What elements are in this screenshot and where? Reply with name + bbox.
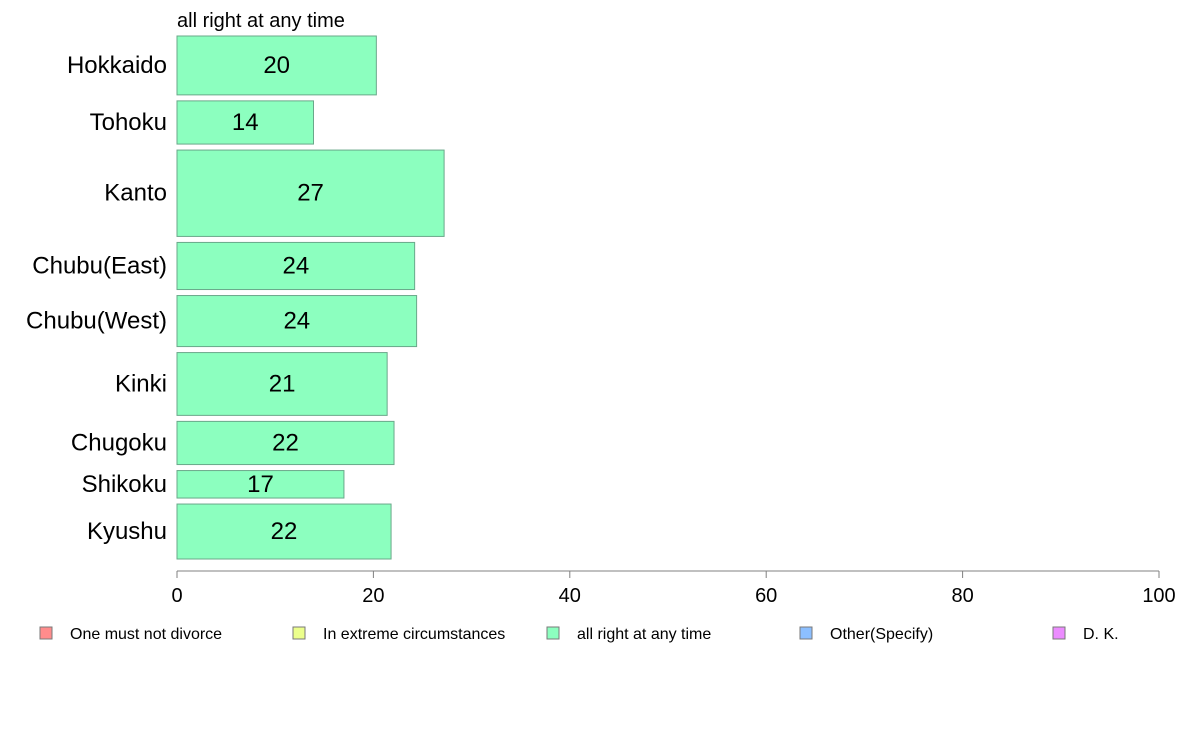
legend-label: D. K. (1083, 626, 1119, 643)
bar-kinki (176, 352, 388, 416)
category-label: Tohoku (90, 109, 167, 136)
value-label: 27 (297, 180, 324, 207)
category-label: Shikoku (82, 471, 167, 498)
bar-kanto (176, 149, 445, 237)
legend-label: Other(Specify) (830, 626, 933, 643)
category-label: Kinki (115, 370, 167, 397)
legend-label: One must not divorce (70, 626, 222, 643)
value-label: 20 (263, 52, 290, 79)
x-tick-label: 100 (1142, 585, 1175, 607)
value-label: 24 (282, 252, 309, 279)
bar-kyushu (176, 503, 392, 560)
category-label: Hokkaido (67, 52, 167, 79)
category-label: Chubu(West) (26, 308, 167, 335)
legend-swatch (546, 626, 560, 640)
bar-hokkaido (176, 35, 377, 96)
value-label: 22 (272, 429, 299, 456)
chart-subtitle: all right at any time (177, 10, 345, 32)
bar-chubu-east- (176, 241, 416, 291)
x-tick-label: 20 (362, 585, 384, 607)
legend-label: all right at any time (577, 626, 711, 643)
category-label: Kyushu (87, 518, 167, 545)
legend: One must not divorce In extreme circumsta… (39, 626, 1119, 643)
x-axis: 0 20 40 60 80 100 (171, 570, 1176, 607)
value-label: 21 (269, 370, 296, 397)
category-label: Kanto (104, 180, 167, 207)
legend-swatch (292, 626, 306, 640)
category-label: Chubu(East) (32, 252, 167, 279)
bar-chugoku (176, 420, 395, 466)
legend-swatch (1052, 626, 1066, 640)
bar-chubu-west- (176, 295, 418, 348)
x-tick-label: 40 (559, 585, 581, 607)
x-tick-label: 80 (951, 585, 973, 607)
bar-group: Hokkaido 20 Tohoku 14 Kanto 27 Chubu(East) 24 Ch… (26, 35, 445, 560)
bar-shikoku (176, 470, 345, 499)
value-label: 24 (283, 308, 310, 335)
bar-tohoku (176, 100, 314, 145)
value-label: 22 (271, 518, 298, 545)
legend-swatch (39, 626, 53, 640)
legend-label: In extreme circumstances (323, 626, 505, 643)
x-tick-label: 0 (171, 585, 182, 607)
x-tick-label: 60 (755, 585, 777, 607)
value-label: 17 (247, 471, 274, 498)
category-label: Chugoku (71, 429, 167, 456)
legend-swatch (799, 626, 813, 640)
value-label: 14 (232, 109, 259, 136)
